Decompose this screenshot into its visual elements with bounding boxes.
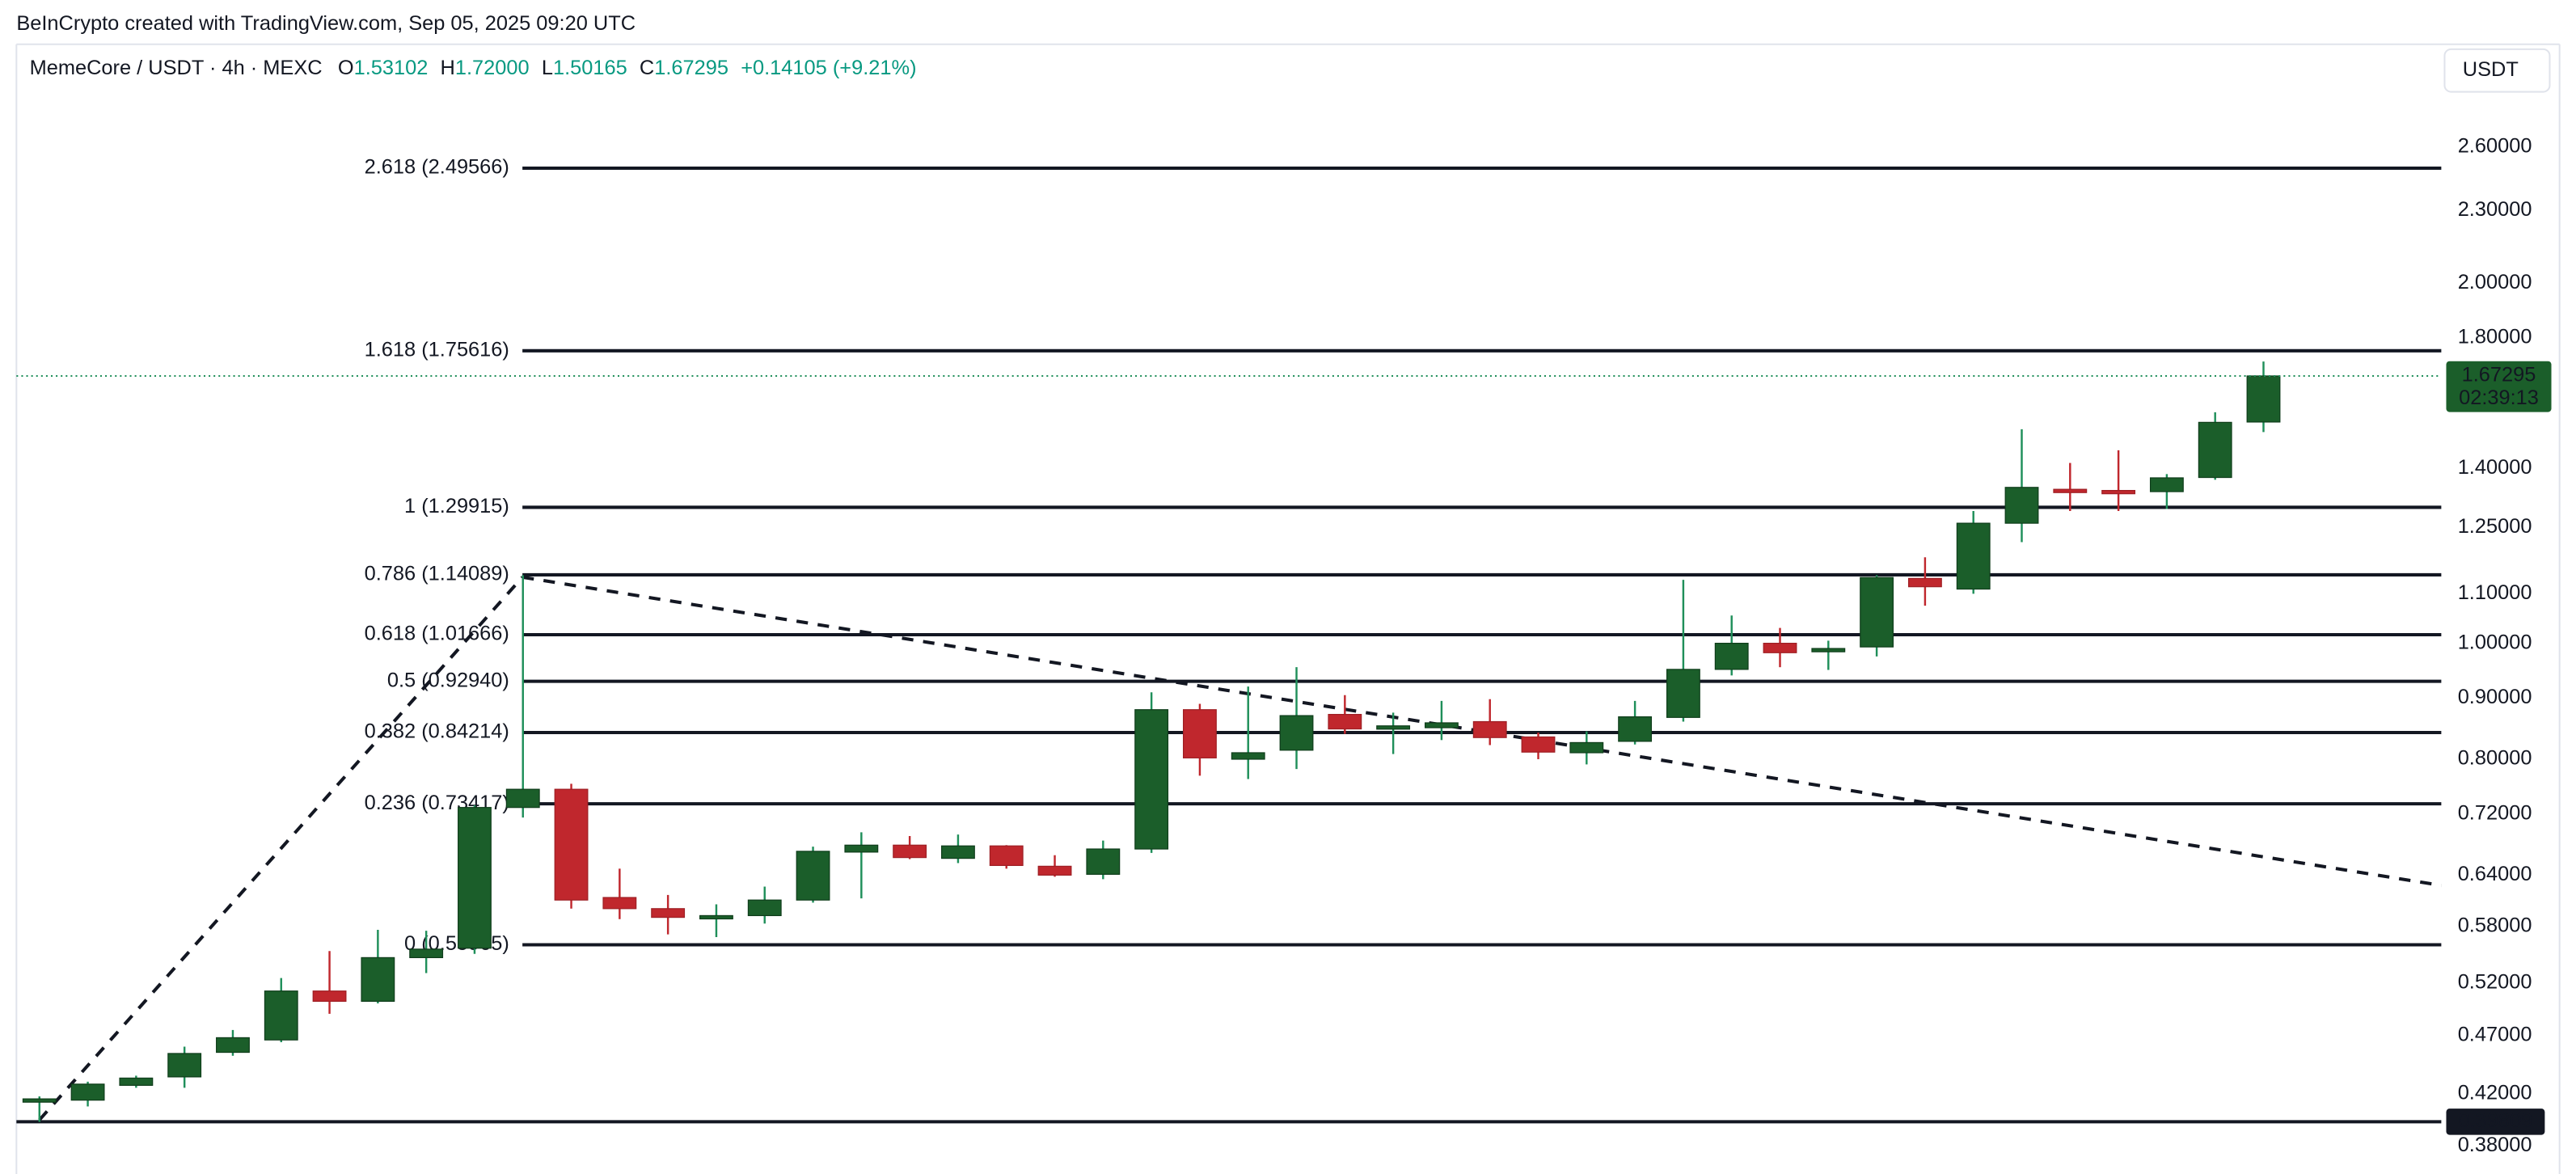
- y-tick-label: 0.42000: [2458, 1082, 2532, 1104]
- candle-body: [2101, 489, 2136, 495]
- candle-body: [2198, 421, 2232, 479]
- candle-body: [119, 1077, 154, 1086]
- price-marker-label: 1.67295: [2462, 364, 2536, 386]
- y-tick-label: 0.38000: [2458, 1134, 2532, 1156]
- fib-label: 0.5 (0.92940): [387, 669, 509, 691]
- legend: MemeCore / USDT · 4h · MEXC O1.53102 H1.…: [30, 57, 917, 79]
- candle-body: [2149, 477, 2184, 492]
- y-tick-label: 1.80000: [2458, 326, 2532, 348]
- y-tick-label: 2.30000: [2458, 198, 2532, 221]
- y-tick-label: 0.64000: [2458, 863, 2532, 885]
- candle-body: [1134, 709, 1169, 850]
- y-tick-label: 2.60000: [2458, 134, 2532, 157]
- candle-body: [216, 1037, 250, 1054]
- fib-label: 0.786 (1.14089): [365, 563, 509, 585]
- currency-label[interactable]: USDT: [2463, 58, 2519, 81]
- candle-body: [458, 807, 492, 949]
- candle-body: [2246, 375, 2281, 423]
- y-tick-label: 0.47000: [2458, 1023, 2532, 1045]
- candle-body: [1811, 648, 1846, 652]
- candle-body: [1569, 741, 1604, 754]
- legend-value: 1.50165: [553, 57, 627, 79]
- candle-body: [893, 844, 927, 859]
- candle-body: [844, 844, 879, 853]
- y-tick-label: 1.25000: [2458, 515, 2532, 538]
- candle-body: [651, 908, 686, 919]
- y-tick-label: 1.10000: [2458, 581, 2532, 604]
- legend-value: 1.72000: [455, 57, 530, 79]
- candle-body: [1376, 725, 1411, 730]
- candle-body: [1328, 713, 1362, 730]
- candle-body: [1956, 522, 1991, 590]
- candle-body: [1618, 716, 1653, 742]
- candle-body: [699, 914, 733, 920]
- symbol-title: MemeCore / USDT · 4h · MEXC: [30, 57, 323, 79]
- candle-body: [554, 788, 589, 901]
- candle-body: [2053, 488, 2088, 493]
- y-tick-label: 0.80000: [2458, 747, 2532, 770]
- support-marker-box: [2446, 1109, 2545, 1135]
- candle-body: [361, 957, 395, 1002]
- fib-label: 1 (1.29915): [404, 495, 509, 517]
- candle-body: [2004, 487, 2039, 524]
- candle-body: [941, 845, 975, 859]
- legend-label: O: [338, 57, 354, 79]
- candle-body: [1037, 865, 1072, 876]
- candle-body: [1424, 722, 1459, 728]
- fib-label: 0.382 (0.84214): [365, 720, 509, 743]
- y-tick-label: 2.00000: [2458, 271, 2532, 294]
- candle-body: [1714, 642, 1749, 670]
- y-tick-label: 0.72000: [2458, 801, 2532, 824]
- candle-body: [1666, 669, 1700, 718]
- candle-body: [989, 845, 1024, 867]
- y-tick-label: 1.00000: [2458, 631, 2532, 653]
- legend-label: C: [640, 57, 654, 79]
- fib-label: 2.618 (2.49566): [365, 156, 509, 179]
- candle-body: [1231, 752, 1265, 760]
- candle-body: [312, 990, 347, 1002]
- fib-label: 0.618 (1.01666): [365, 623, 509, 645]
- candle-body: [796, 851, 830, 901]
- candle-body: [1182, 709, 1217, 758]
- fib-label: 1.618 (1.75616): [365, 339, 509, 361]
- legend-label: H: [441, 57, 455, 79]
- currency-button[interactable]: [2443, 48, 2551, 93]
- legend-value: 1.53102: [354, 57, 429, 79]
- candle-body: [1860, 576, 1894, 648]
- candle-body: [1279, 715, 1314, 751]
- candle-body: [409, 948, 444, 959]
- price-marker-box: [2446, 361, 2552, 412]
- y-tick-label: 0.58000: [2458, 914, 2532, 936]
- change: +0.14105 (+9.21%): [741, 57, 916, 79]
- candle-body: [1472, 720, 1507, 738]
- candle-body: [505, 788, 540, 809]
- candle-body: [602, 897, 637, 910]
- legend-value: 1.67295: [654, 57, 728, 79]
- y-tick-label: 0.52000: [2458, 970, 2532, 993]
- candle-body: [1521, 736, 1556, 753]
- candle-body: [70, 1083, 105, 1101]
- price-countdown: 02:39:13: [2459, 386, 2539, 409]
- candle-body: [22, 1098, 57, 1103]
- candle-body: [1086, 848, 1121, 875]
- candle-body: [264, 990, 298, 1041]
- credit: BeInCrypto created with TradingView.com,…: [16, 12, 636, 35]
- support-marker-label: 0.39809: [2459, 1109, 2533, 1132]
- y-tick-label: 0.90000: [2458, 686, 2532, 708]
- candle-body: [747, 899, 782, 917]
- y-tick-label: 1.40000: [2458, 456, 2532, 479]
- legend-label: L: [542, 57, 553, 79]
- candle-body: [1907, 577, 1942, 588]
- candle-body: [1763, 642, 1797, 653]
- trend-line: [38, 576, 524, 1121]
- candle-body: [167, 1053, 202, 1078]
